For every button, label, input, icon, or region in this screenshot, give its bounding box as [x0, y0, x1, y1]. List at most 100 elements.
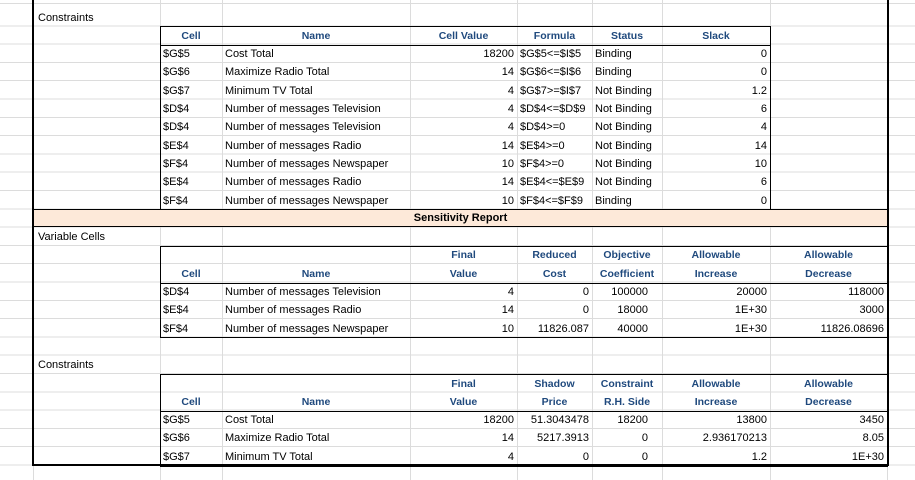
table-cell: 10	[501, 194, 514, 207]
table-cell: Number of messages Newspaper	[225, 194, 389, 207]
column-header: Reduced	[532, 249, 577, 262]
table-cell: $F$4	[163, 157, 189, 170]
section-title: Variable Cells	[38, 231, 106, 244]
column-header: Allowable	[803, 377, 853, 390]
table-cell: 0	[582, 304, 589, 317]
column-header: Cell	[181, 267, 201, 280]
table-cell: Not Binding	[595, 121, 652, 134]
table-cell: 51.3043478	[530, 414, 589, 427]
table-cell: 10	[501, 157, 514, 170]
table-cell: 18000	[617, 304, 648, 317]
table-cell: Number of messages Radio	[225, 176, 362, 189]
section-title: Constraints	[38, 359, 94, 372]
column-header: Name	[301, 29, 331, 42]
table-cell: 1.2	[751, 450, 767, 463]
column-header: Constraint	[600, 377, 654, 390]
table-cell: Number of messages Television	[225, 121, 381, 134]
grid-line	[517, 0, 518, 480]
table-cell: $E$4<=$E$9	[520, 176, 585, 189]
column-header: Cost	[542, 267, 567, 280]
grid-line	[222, 0, 223, 480]
table-cell: 10	[501, 322, 514, 335]
table-cell: 18200	[617, 414, 648, 427]
table-cell: Minimum TV Total	[225, 450, 313, 463]
column-header: Allowable	[691, 249, 741, 262]
column-header: Value	[449, 395, 478, 408]
table-cell: Not Binding	[595, 84, 652, 97]
table-cell: 4	[507, 103, 514, 115]
section-title: Constraints	[38, 11, 94, 24]
table-cell: $G$7	[163, 84, 190, 97]
column-header: Cell Value	[438, 29, 489, 42]
table-cell: 14	[754, 139, 767, 152]
column-header: Value	[449, 267, 478, 280]
table-cell: $G$5	[163, 48, 190, 61]
table-cell: Number of messages Television	[225, 103, 381, 115]
table-cell: 0	[641, 432, 648, 445]
table-cell: $E$4	[163, 176, 189, 189]
table-cell: $F$4	[163, 322, 189, 335]
table-cell: Number of messages Radio	[225, 139, 362, 152]
table-cell: $D$4<=$D$9	[520, 103, 586, 115]
column-header: Coefficient	[599, 267, 655, 280]
table-cell: Maximize Radio Total	[225, 66, 330, 79]
table-cell: $G$7	[163, 450, 190, 463]
table-cell: 18200	[483, 48, 514, 61]
column-header: Increase	[694, 395, 738, 408]
table-cell: Number of messages Newspaper	[225, 322, 389, 335]
table-cell: $G$7>=$I$7	[520, 84, 582, 97]
table-cell: $E$4	[163, 139, 189, 152]
header-rule	[160, 44, 770, 46]
table-cell: 14	[501, 432, 514, 445]
table-cell: $F$4<=$F$9	[520, 194, 583, 207]
column-header: Cell	[181, 395, 201, 408]
table-cell: 6	[760, 103, 767, 115]
table-cell: $D$4	[163, 103, 190, 115]
table-cell: 11826.08696	[820, 322, 884, 335]
table-cell: 118000	[848, 286, 884, 298]
table-cell: $F$4>=0	[520, 157, 565, 170]
table-cell: 0	[582, 450, 589, 463]
table-cell: 0	[641, 450, 648, 463]
grid-line	[770, 0, 771, 480]
table-cell: Minimum TV Total	[225, 84, 313, 97]
table-cell: 14	[501, 139, 514, 152]
grid-line	[662, 0, 663, 480]
column-header: Shadow	[534, 377, 575, 390]
column-header: Allowable	[803, 249, 853, 262]
table-cell: 3450	[859, 414, 884, 427]
column-header: Name	[301, 267, 331, 280]
table-cell: 6	[760, 176, 767, 189]
header-rule	[160, 410, 887, 412]
table-cell: Maximize Radio Total	[225, 432, 330, 445]
table-cell: 8.05	[862, 432, 884, 445]
table-cell: 14	[501, 66, 514, 79]
table-cell: Number of messages Radio	[225, 304, 362, 317]
column-header: Objective	[603, 249, 651, 262]
table-cell: 1.2	[751, 84, 767, 97]
table-cell: $D$4>=0	[520, 121, 566, 134]
table-cell: 0	[760, 194, 767, 207]
table-cell: 4	[760, 121, 767, 134]
table-cell: 1E+30	[734, 304, 767, 317]
table-cell: $G$5	[163, 414, 190, 427]
column-header: Allowable	[691, 377, 741, 390]
table-cell: 13800	[736, 414, 767, 427]
report-border	[32, 0, 889, 466]
column-header: Name	[301, 395, 331, 408]
table-cell: 0	[760, 66, 767, 79]
table-cell: Number of messages Television	[225, 286, 381, 298]
grid-line	[592, 0, 593, 480]
table-cell: Binding	[595, 66, 632, 79]
column-header: Final	[451, 377, 476, 390]
table-cell: 4	[507, 121, 514, 134]
header-rule	[160, 282, 887, 284]
grid-line	[160, 0, 161, 480]
column-header: Formula	[533, 29, 576, 42]
banner: Sensitivity Report	[34, 209, 887, 228]
table-cell: 20000	[736, 286, 767, 298]
table-cell: Not Binding	[595, 103, 652, 115]
table-cell: 1E+30	[734, 322, 767, 335]
table-cell: 2.936170213	[702, 432, 767, 445]
